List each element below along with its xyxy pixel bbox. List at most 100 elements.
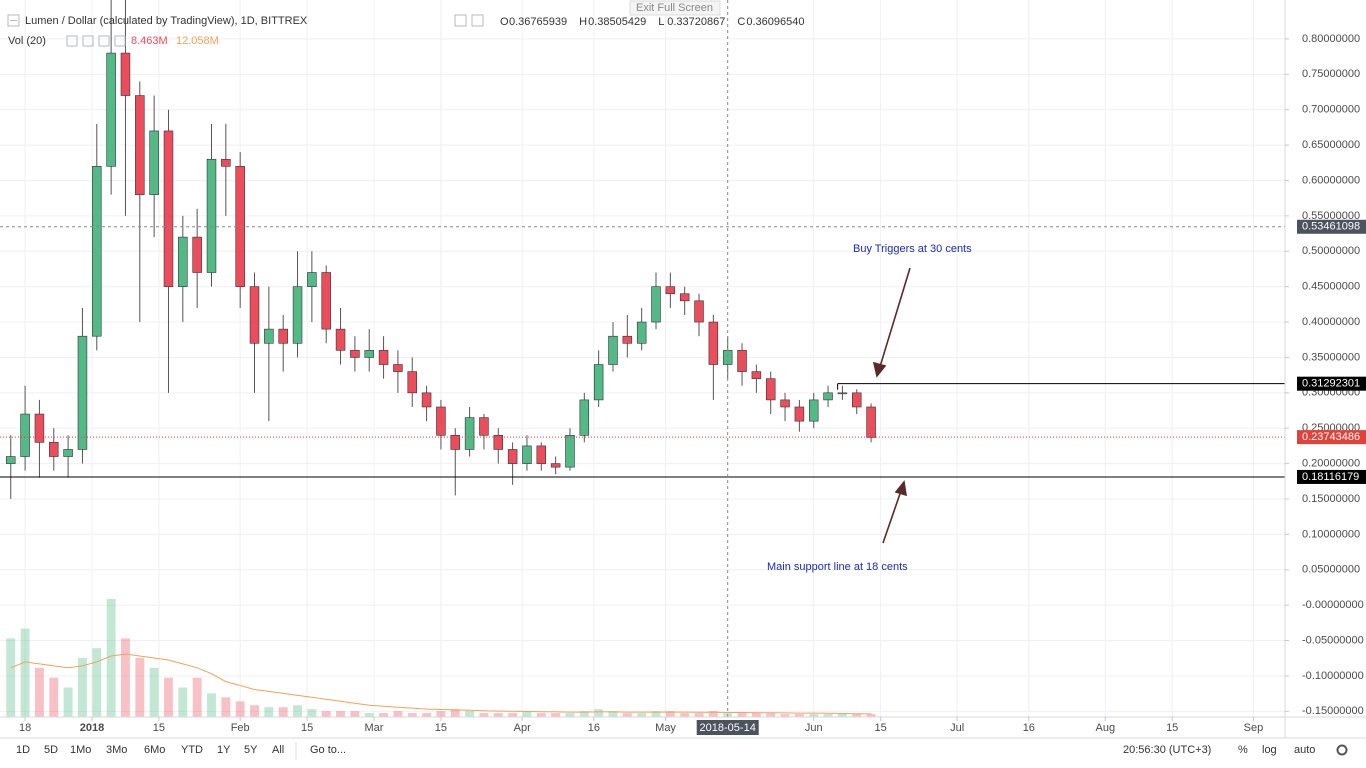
candle-body	[120, 52, 131, 96]
x-tick-label: 15	[875, 722, 887, 734]
y-tick-label: 0.80000000	[1302, 33, 1360, 45]
crosshair-y-label: 0.53461098	[1302, 221, 1360, 233]
candle-body	[278, 328, 288, 344]
tooltip-box	[629, 0, 721, 16]
clock: 20:56:30 (UTC+3)	[1123, 744, 1211, 756]
candle-body	[63, 449, 73, 457]
volume-readout: 8.463M	[131, 35, 168, 47]
collapse-icon[interactable]	[7, 14, 20, 27]
volume-bar	[207, 693, 216, 717]
candle-body	[679, 293, 690, 302]
x-tick-label: Jul	[950, 722, 964, 734]
overlays: Buy Triggers at 30 cents Main support lin…	[0, 0, 1285, 717]
candle-body	[780, 399, 790, 408]
volume-bar	[737, 713, 747, 717]
volume-bar	[751, 713, 761, 717]
candle-body	[823, 392, 833, 401]
candle-body	[106, 52, 116, 167]
goto-button[interactable]: Go to...	[310, 744, 346, 756]
y-tick-label: -0.15000000	[1302, 705, 1364, 717]
volume-bar	[192, 677, 202, 717]
volume-bar	[536, 713, 546, 717]
range-button[interactable]: 5D	[44, 744, 58, 756]
volume-bar	[49, 677, 59, 717]
candle-body	[393, 364, 403, 372]
toggle-button[interactable]: %	[1238, 744, 1248, 756]
y-tick-label: 0.35000000	[1302, 351, 1360, 363]
candle-body	[264, 328, 274, 344]
settings-gear[interactable]	[1336, 744, 1348, 756]
header-icons	[7, 14, 484, 47]
x-tick-label: 16	[588, 722, 600, 734]
settings-icon[interactable]	[454, 14, 467, 27]
x-tick-label: 2018	[80, 722, 104, 734]
vol-icon[interactable]	[66, 35, 78, 47]
price-label: 0.18116179	[1302, 471, 1359, 483]
volume-bar	[336, 711, 345, 717]
x-tick-label: Jun	[805, 722, 823, 734]
candle-body	[765, 378, 776, 401]
settings-icon[interactable]	[471, 14, 484, 27]
gear-icon[interactable]	[1336, 744, 1348, 756]
range-button[interactable]: 6Mo	[144, 744, 165, 756]
candle-body	[49, 442, 59, 457]
volume-bar	[665, 711, 675, 717]
range-button[interactable]: YTD	[181, 744, 203, 756]
volume-bar	[493, 713, 503, 717]
volume-bar	[651, 711, 661, 717]
volume-bar	[221, 697, 231, 717]
volume-pane	[6, 599, 876, 717]
volume-bar	[637, 713, 647, 717]
vol-icon[interactable]	[98, 35, 110, 47]
candle-body	[464, 417, 475, 450]
x-tick-label: Apr	[514, 722, 531, 734]
candle-body	[636, 321, 647, 344]
ohlc-key: L	[658, 16, 664, 28]
range-button[interactable]: 1D	[16, 744, 30, 756]
volume-bar	[465, 711, 475, 717]
toggle-button[interactable]: log	[1262, 744, 1277, 756]
volume-bar	[307, 709, 317, 717]
volume-bar	[235, 701, 245, 717]
y-tick-label: 0.55000000	[1302, 210, 1360, 222]
ohlc-key: H	[579, 16, 587, 28]
x-tick-label: Aug	[1095, 722, 1115, 734]
vol-icon[interactable]	[82, 35, 94, 47]
range-button[interactable]: 1Mo	[70, 744, 91, 756]
volume-bar	[694, 713, 704, 717]
volume-bar	[178, 687, 188, 717]
volume-bar	[264, 707, 274, 717]
volume-bar	[379, 713, 389, 717]
y-tick-label: 0.10000000	[1302, 528, 1360, 540]
volume-bar	[680, 713, 690, 717]
candle-body	[852, 392, 862, 408]
candle-body	[192, 236, 202, 273]
range-button[interactable]: 1Y	[217, 744, 231, 756]
volume-bar	[622, 713, 632, 717]
range-button[interactable]: All	[272, 744, 284, 756]
x-tick-label: May	[655, 722, 676, 734]
exit-full-screen[interactable]: Exit Full Screen	[636, 2, 713, 14]
candle-body	[493, 434, 504, 450]
volume-bar	[852, 714, 862, 717]
range-button[interactable]: 3Mo	[106, 744, 127, 756]
volume-bar	[794, 714, 804, 717]
candle-body	[34, 413, 45, 443]
candle-body	[694, 300, 704, 323]
volume-bar	[479, 713, 489, 717]
candle-body	[450, 434, 461, 450]
x-tick-label: 15	[153, 722, 165, 734]
candle-body	[550, 463, 561, 468]
candle-body	[163, 130, 174, 287]
price-label-box	[1297, 430, 1366, 445]
x-tick-label: 15	[1166, 722, 1178, 734]
candle-body	[751, 371, 762, 379]
candle-body	[479, 417, 489, 436]
candle-body	[579, 399, 590, 436]
range-button[interactable]: 5Y	[244, 744, 258, 756]
vol-icon[interactable]	[114, 35, 126, 47]
candles	[6, 0, 876, 499]
toggle-button[interactable]: auto	[1294, 744, 1315, 756]
